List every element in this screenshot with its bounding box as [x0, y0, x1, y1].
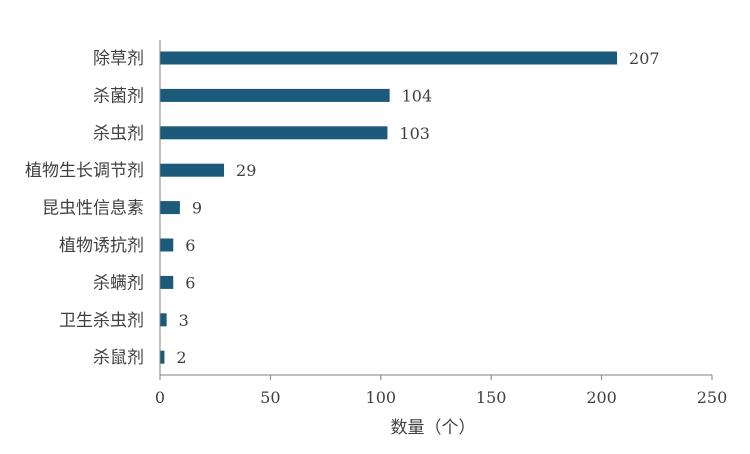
- category-label: 杀鼠剂: [93, 348, 144, 368]
- bars-group: [160, 51, 618, 364]
- data-label: 103: [399, 124, 430, 143]
- bar: [160, 238, 174, 252]
- x-tick-label: 0: [155, 388, 165, 407]
- data-label: 6: [185, 273, 195, 292]
- x-tick-label: 250: [697, 388, 728, 407]
- data-label: 3: [179, 311, 189, 330]
- category-label: 昆虫性信息素: [42, 199, 144, 219]
- data-label: 207: [629, 49, 660, 68]
- data-labels-group: 207 104 103 29 9 6 6 3 2: [176, 49, 659, 367]
- data-label: 29: [236, 161, 256, 180]
- bar: [160, 126, 388, 140]
- x-tick-label: 50: [260, 388, 280, 407]
- bar: [160, 201, 180, 215]
- x-tick-label: 100: [366, 388, 397, 407]
- x-axis-title: 数量（个）: [391, 418, 476, 438]
- category-label: 杀菌剂: [93, 86, 144, 106]
- bar: [160, 163, 225, 177]
- x-tick-label: 200: [586, 388, 617, 407]
- bar: [160, 275, 174, 289]
- bar: [160, 51, 618, 65]
- x-tick-label: 150: [476, 388, 507, 407]
- bar: [160, 313, 167, 327]
- category-label: 杀螨剂: [93, 273, 144, 293]
- bar: [160, 350, 165, 364]
- category-label: 植物生长调节剂: [25, 161, 144, 181]
- data-label: 6: [185, 236, 195, 255]
- category-label: 卫生杀虫剂: [59, 311, 144, 331]
- data-label: 104: [402, 86, 433, 105]
- category-label: 除草剂: [93, 49, 144, 69]
- data-label: 2: [176, 348, 186, 367]
- x-axis-group: 0 50 100 150 200 250: [155, 40, 727, 407]
- category-label: 杀虫剂: [93, 124, 144, 144]
- bar: [160, 88, 390, 102]
- data-label: 9: [192, 199, 202, 218]
- category-label: 植物诱抗剂: [59, 236, 144, 256]
